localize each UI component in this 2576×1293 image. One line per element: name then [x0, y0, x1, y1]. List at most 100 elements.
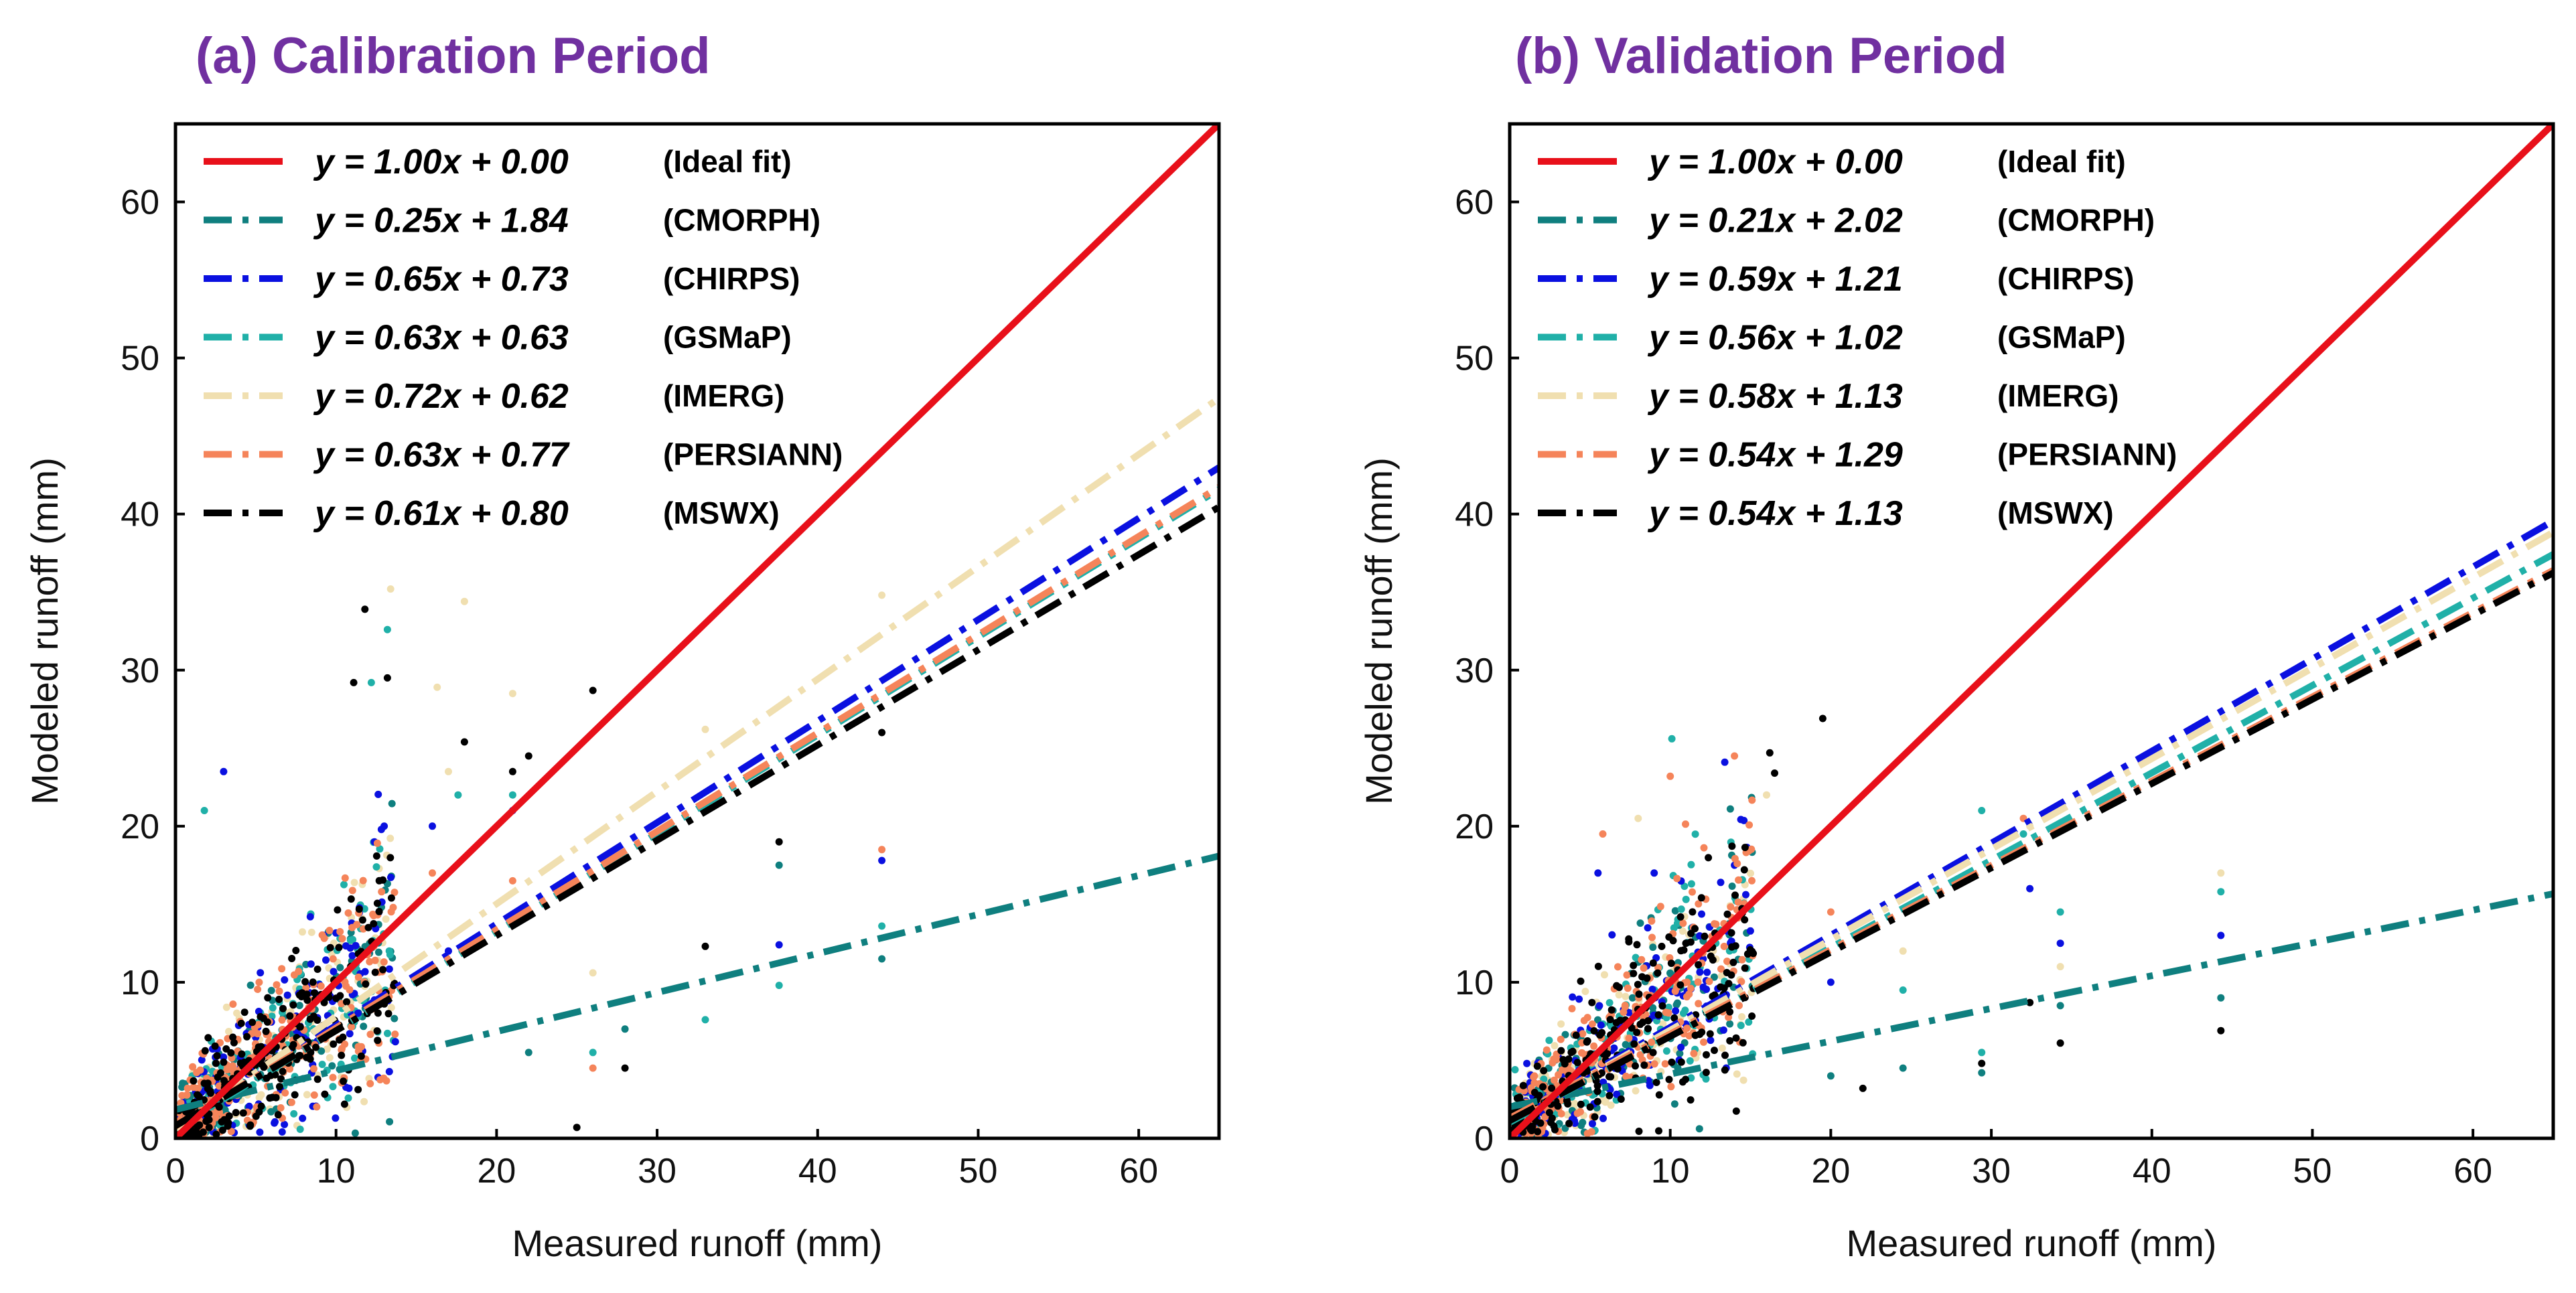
- scatter-point: [291, 1091, 299, 1099]
- scatter-point: [1690, 1049, 1698, 1057]
- scatter-point: [2026, 885, 2034, 893]
- scatter-point: [380, 1074, 388, 1082]
- scatter-point: [296, 1126, 304, 1133]
- scatter-point: [390, 1014, 399, 1022]
- x-tick-label: 60: [1119, 1152, 1158, 1191]
- scatter-point: [269, 1004, 277, 1012]
- scatter-point: [317, 982, 325, 990]
- scatter-point: [1677, 1043, 1685, 1051]
- scatter-point: [255, 1093, 263, 1101]
- scatter-point: [1658, 1002, 1666, 1010]
- scatter-point: [296, 1023, 304, 1031]
- scatter-point: [230, 1039, 238, 1047]
- scatter-point: [361, 605, 369, 613]
- scatter-point: [374, 1037, 382, 1045]
- scatter-point: [1978, 1049, 1986, 1057]
- scatter-point: [1827, 908, 1835, 916]
- scatter-point: [1625, 935, 1633, 943]
- scatter-point: [1597, 1021, 1605, 1029]
- scatter-point: [354, 1085, 362, 1093]
- scatter-point: [1646, 1081, 1654, 1089]
- scatter-point: [1610, 1044, 1618, 1052]
- scatter-point: [1696, 968, 1704, 976]
- scatter-point: [1533, 1062, 1541, 1070]
- scatter-point: [391, 1031, 399, 1038]
- scatter-point: [232, 1109, 240, 1117]
- legend-equation: y = 0.63x + 0.77: [313, 436, 570, 475]
- scatter-point: [213, 1052, 221, 1060]
- scatter-point: [326, 1054, 334, 1062]
- scatter-point: [878, 729, 886, 737]
- scatter-point: [1978, 1069, 1986, 1077]
- scatter-point: [390, 889, 399, 897]
- legend-equation: y = 0.54x + 1.13: [1647, 494, 1903, 533]
- scatter-point: [1727, 903, 1735, 911]
- scatter-point: [274, 1111, 282, 1119]
- scatter-point: [385, 965, 393, 973]
- scatter-point: [1731, 891, 1739, 899]
- x-tick-label: 0: [166, 1152, 186, 1191]
- scatter-point: [257, 1060, 265, 1068]
- scatter-point: [1728, 842, 1736, 850]
- scatter-point: [386, 1118, 394, 1126]
- scatter-point: [257, 969, 265, 977]
- y-tick-label: 0: [1474, 1120, 1494, 1158]
- scatter-point: [1606, 1016, 1614, 1024]
- scatter-point: [1671, 907, 1679, 915]
- scatter-point: [1703, 986, 1711, 993]
- scatter-point: [589, 1064, 597, 1072]
- scatter-point: [1581, 988, 1589, 996]
- scatter-point: [1685, 990, 1693, 998]
- legend-label: (Ideal fit): [1997, 144, 2126, 179]
- scatter-point: [1607, 1006, 1616, 1014]
- scatter-point: [1632, 1087, 1640, 1095]
- scatter-point: [1682, 820, 1689, 828]
- scatter-point: [775, 941, 783, 949]
- scatter-point: [1720, 942, 1728, 950]
- fit-line-mswx: [175, 504, 1219, 1129]
- y-axis-label-a: Modeled runoff (mm): [23, 457, 66, 805]
- y-tick-label: 20: [121, 808, 159, 846]
- scatter-point: [278, 965, 286, 973]
- scatter-point: [1667, 1083, 1675, 1091]
- scatter-point: [1593, 1087, 1601, 1095]
- scatter-point: [1564, 1100, 1572, 1108]
- scatter-point: [1632, 1062, 1639, 1070]
- scatter-point: [433, 683, 441, 691]
- scatter-point: [1573, 1110, 1581, 1118]
- scatter-point: [290, 1110, 298, 1118]
- scatter-point: [1648, 917, 1656, 925]
- scatter-point: [199, 1128, 207, 1136]
- scatter-point: [1644, 924, 1652, 932]
- scatter-point: [1694, 978, 1702, 986]
- panel-b-plot: 0 10 20 30 40 50 60 0 10 20 30 40 50 60 Measured runof…: [1358, 122, 2555, 1264]
- scatter-point: [184, 1084, 192, 1092]
- scatter-point: [361, 968, 369, 976]
- scatter-point: [1687, 880, 1695, 888]
- legend-label: (CHIRPS): [1997, 261, 2134, 296]
- scatter-point: [355, 905, 363, 913]
- scatter-point: [1650, 869, 1658, 877]
- scatter-point: [387, 908, 395, 916]
- scatter-point: [229, 1000, 237, 1008]
- scatter-point: [878, 591, 886, 599]
- scatter-point: [1695, 1000, 1703, 1008]
- scatter-point: [248, 1018, 257, 1026]
- scatter-point: [1519, 1081, 1527, 1089]
- scatter-point: [1719, 1026, 1727, 1034]
- scatter-point: [878, 846, 886, 854]
- scatter-point: [1565, 1120, 1573, 1128]
- scatter-point: [1595, 1002, 1603, 1010]
- y-tick-label: 50: [1455, 339, 1494, 378]
- scatter-point: [1625, 1035, 1633, 1042]
- scatter-point: [1606, 1085, 1614, 1093]
- scatter-point: [286, 1065, 293, 1073]
- scatter-point: [246, 981, 255, 989]
- scatter-point: [384, 1029, 391, 1037]
- scatter-point: [313, 1103, 321, 1111]
- scatter-point: [379, 966, 387, 974]
- scatter-point: [1666, 772, 1674, 780]
- scatter-point: [290, 971, 298, 979]
- scatter-point: [1630, 970, 1638, 978]
- scatter-point: [1702, 1075, 1710, 1083]
